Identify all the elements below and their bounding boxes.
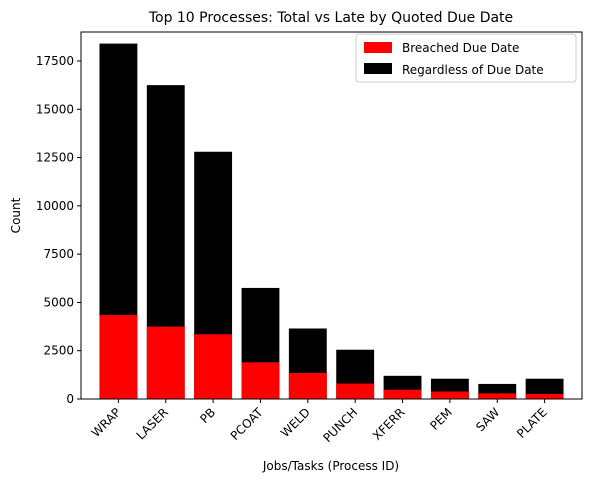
bar-breached-xferr	[383, 389, 422, 399]
bars-layer	[99, 43, 564, 400]
bar-breached-punch	[336, 383, 375, 399]
legend: Breached Due Date Regardless of Due Date	[355, 33, 577, 83]
bar-breached-weld	[288, 372, 327, 399]
legend-swatch-breached	[364, 42, 392, 53]
bar-total-plate	[525, 378, 564, 399]
y-tick-label: 17500	[36, 54, 74, 68]
bar-breached-saw	[478, 393, 517, 399]
bar-breached-laser	[146, 326, 185, 399]
y-tick-label: 2500	[43, 344, 74, 358]
y-tick-label: 15000	[36, 102, 74, 116]
legend-label-breached: Breached Due Date	[402, 41, 519, 55]
y-tick-label: 12500	[36, 151, 74, 165]
y-tick-label: 7500	[43, 247, 74, 261]
y-axis-label: Count	[9, 197, 23, 233]
chart-title: Top 10 Processes: Total vs Late by Quote…	[148, 10, 513, 26]
y-axis: 0 2500 5000 7500 10000 12500 15000 17500	[36, 54, 81, 406]
bar-breached-wrap	[99, 314, 138, 399]
y-tick-label: 10000	[36, 199, 74, 213]
bar-breached-pb	[194, 334, 233, 399]
legend-swatch-regardless	[364, 63, 392, 74]
y-tick-label: 5000	[43, 295, 74, 309]
bar-breached-plate	[525, 393, 564, 399]
bar-breached-pcoat	[241, 362, 280, 399]
y-tick-label: 0	[66, 392, 74, 406]
legend-label-regardless: Regardless of Due Date	[402, 63, 544, 77]
plot-frame	[80, 31, 583, 400]
x-axis-label: Jobs/Tasks (Process ID)	[262, 459, 399, 473]
legend-box	[355, 33, 577, 83]
bar-breached-pem	[430, 391, 469, 399]
